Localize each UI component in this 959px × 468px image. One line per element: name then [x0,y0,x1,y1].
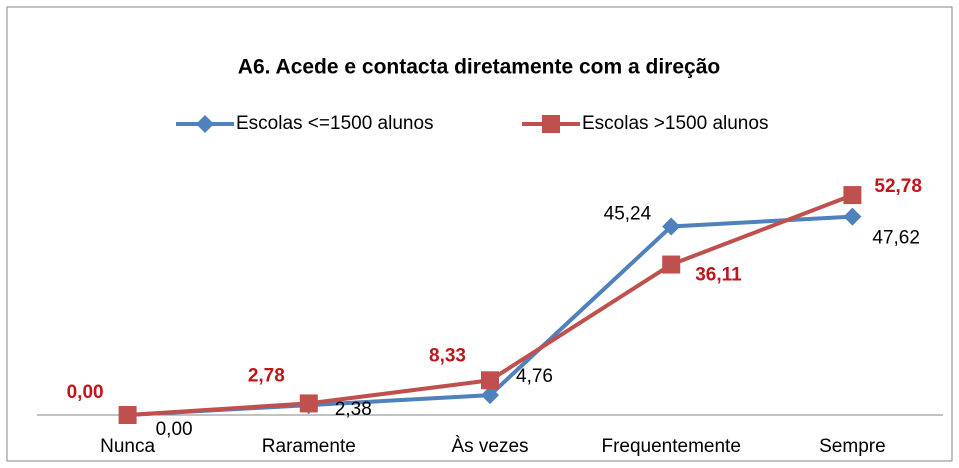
data-label: 0,00 [156,419,193,440]
data-point [118,406,137,424]
data-point [662,217,681,236]
data-point [481,371,499,390]
chart-title: A6. Acede e contacta diretamente com a d… [238,56,720,79]
data-label: 36,11 [695,265,742,286]
data-point [843,207,862,226]
legend-label: Escolas >1500 alunos [582,113,768,134]
data-point [299,394,318,413]
x-tick-label: Sempre [819,436,886,457]
x-tick-label: Às vezes [451,436,528,457]
data-label: 2,78 [248,365,285,386]
chart-border [6,6,953,462]
data-label: 0,00 [67,382,104,403]
x-tick-label: Raramente [262,436,356,457]
data-label: 47,62 [872,228,920,249]
data-point [843,186,862,205]
data-label: 52,78 [874,176,922,197]
data-label: 45,24 [604,204,652,225]
x-tick-label: Frequentemente [601,436,740,457]
data-label: 4,76 [516,366,553,387]
data-label: 2,38 [335,399,372,420]
data-point [481,386,499,405]
legend-label: Escolas <=1500 alunos [236,113,434,134]
legend-marker [542,115,560,133]
x-tick-label: Nunca [100,436,155,457]
legend-marker [196,115,214,133]
data-point [662,255,681,274]
data-label: 8,33 [429,345,466,366]
